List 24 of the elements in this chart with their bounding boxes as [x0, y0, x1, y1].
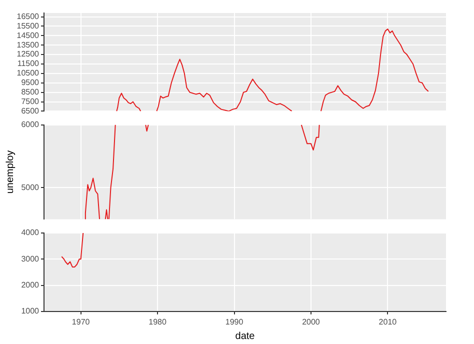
y-tick-label: 6500: [21, 106, 40, 116]
y-tick-label: 4000: [21, 228, 40, 238]
y-tick-label: 11500: [17, 59, 40, 68]
y-tick-label: 3000: [21, 254, 40, 264]
y-tick-label: 13500: [16, 40, 40, 50]
x-axis-title: date: [235, 330, 256, 342]
y-tick-label: 7500: [21, 96, 40, 106]
y-tick-label: 14500: [16, 30, 40, 40]
y-tick-label: 15500: [16, 21, 40, 30]
y-tick-label: 2000: [21, 280, 40, 290]
y-tick-label: 12500: [16, 50, 40, 59]
y-tick-label: 1000: [21, 306, 40, 316]
y-tick-label: 9500: [21, 78, 40, 88]
y-axis-title: unemploy: [4, 150, 16, 194]
y-tick-label: 5000: [21, 182, 40, 192]
x-tick-label: 2000: [302, 317, 320, 326]
x-tick-label: 1970: [72, 317, 90, 326]
x-tick-label: 1990: [225, 317, 244, 326]
y-tick-label: 16500: [16, 12, 40, 21]
x-tick-label: 1980: [148, 317, 167, 326]
y-tick-label: 6000: [21, 120, 40, 130]
x-tick-label: 2010: [378, 317, 398, 326]
y-tick-label: 10500: [16, 68, 40, 78]
y-tick-label: 8500: [21, 88, 40, 97]
